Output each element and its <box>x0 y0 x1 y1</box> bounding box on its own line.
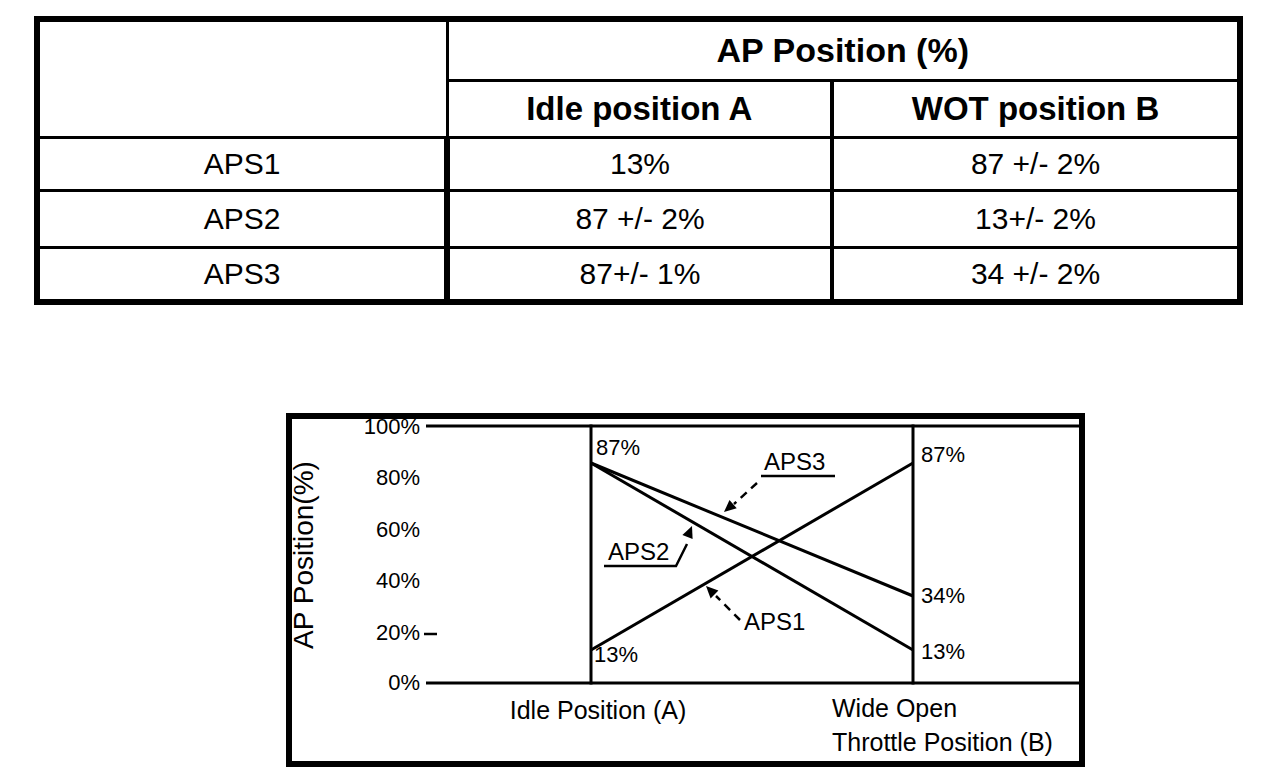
x-label-wot-line1: Wide Open <box>832 694 957 722</box>
aps2-wot-value: 13+/- 2% <box>832 190 1240 247</box>
label-wot-34: 34% <box>921 583 965 608</box>
table-row-aps1: APS1 13% 87 +/- 2% <box>37 137 1240 190</box>
label-wot-13: 13% <box>921 639 965 664</box>
ytick-0: 0% <box>388 670 420 695</box>
aps-line-chart: AP Position(%) 100% 80% 60% 40% 20% 0% 8… <box>286 413 1085 768</box>
label-idle-13: 13% <box>594 642 638 667</box>
row-label-aps1: APS1 <box>37 137 447 190</box>
col-header-idle: Idle position A <box>447 80 832 137</box>
row-label-aps3: APS3 <box>37 247 447 302</box>
aps2-idle-value: 87 +/- 2% <box>447 190 832 247</box>
ytick-100: 100% <box>364 414 420 439</box>
aps2-label: APS2 <box>608 538 669 565</box>
aps3-label: APS3 <box>764 448 825 475</box>
ytick-80: 80% <box>376 465 420 490</box>
table-row-aps2: APS2 87 +/- 2% 13+/- 2% <box>37 190 1240 247</box>
aps1-idle-value: 13% <box>447 137 832 190</box>
corner-cell <box>37 19 447 137</box>
col-header-wot: WOT position B <box>832 80 1240 137</box>
label-wot-87: 87% <box>921 442 965 467</box>
scanned-page: AP Position (%) Idle position A WOT posi… <box>0 0 1280 770</box>
label-idle-87: 87% <box>596 435 640 460</box>
ytick-40: 40% <box>376 568 420 593</box>
ytick-60: 60% <box>376 517 420 542</box>
table-row-aps3: APS3 87+/- 1% 34 +/- 2% <box>37 247 1240 302</box>
x-label-idle: Idle Position (A) <box>510 696 686 724</box>
y-axis-title: AP Position(%) <box>288 461 319 649</box>
aps1-wot-value: 87 +/- 2% <box>832 137 1240 190</box>
aps3-idle-value: 87+/- 1% <box>447 247 832 302</box>
x-label-wot-line2: Throttle Position (B) <box>832 728 1053 756</box>
row-label-aps2: APS2 <box>37 190 447 247</box>
table-row: AP Position (%) <box>37 19 1240 80</box>
ap-position-table: AP Position (%) Idle position A WOT posi… <box>34 16 1243 305</box>
aps1-label: APS1 <box>744 608 805 635</box>
table-span-header: AP Position (%) <box>447 19 1240 80</box>
aps3-wot-value: 34 +/- 2% <box>832 247 1240 302</box>
ytick-20: 20% <box>376 620 420 645</box>
